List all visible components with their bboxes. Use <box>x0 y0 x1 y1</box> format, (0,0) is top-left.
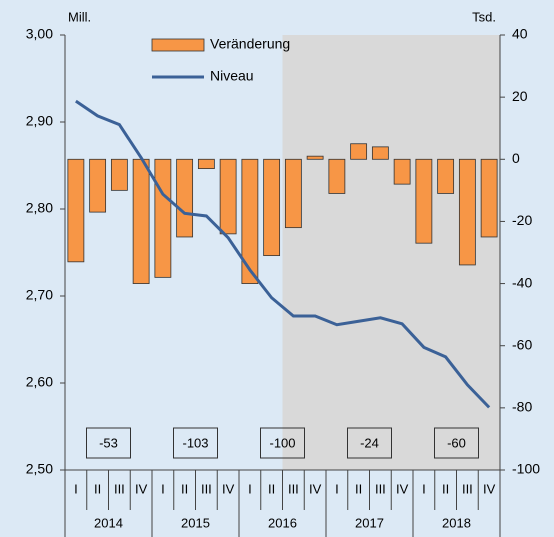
bar <box>89 158 107 213</box>
y-tick-label: 3,00 <box>26 26 53 42</box>
bar <box>132 158 150 284</box>
x-tick-label: I <box>248 481 252 496</box>
x-tick-label: III <box>201 481 212 496</box>
x-tick-label: I <box>422 481 426 496</box>
y-tick-label: 2,90 <box>26 113 53 129</box>
bar <box>350 143 368 160</box>
x-tick-label: III <box>114 481 125 496</box>
x-tick-label: IV <box>483 481 496 496</box>
y-tick-label: 2,60 <box>26 374 53 390</box>
x-tick-label: I <box>74 481 78 496</box>
y2-tick-label: 40 <box>512 26 528 42</box>
y2-tick-label: -60 <box>512 336 532 352</box>
bar <box>458 158 476 266</box>
group-label: 2018 <box>442 515 471 530</box>
y-tick-label: 2,80 <box>26 200 53 216</box>
bar <box>110 158 128 191</box>
x-tick-label: III <box>375 481 386 496</box>
group-label: 2017 <box>355 515 384 530</box>
bar <box>176 158 194 238</box>
y2-tick-label: 0 <box>512 150 520 166</box>
bar <box>328 158 346 194</box>
annotation: -53 <box>99 435 118 450</box>
y2-tick-label: -100 <box>512 461 540 477</box>
bar <box>263 158 281 257</box>
annotation: -100 <box>269 435 295 450</box>
x-tick-label: IV <box>309 481 322 496</box>
legend-swatch <box>151 38 205 52</box>
y-axis-label: Mill. <box>68 9 91 24</box>
annotation-box <box>260 427 305 459</box>
bar <box>219 158 237 235</box>
x-tick-label: II <box>355 481 362 496</box>
annotation: -24 <box>360 435 379 450</box>
bar <box>393 158 411 185</box>
bar <box>437 158 455 194</box>
annotation: -60 <box>447 435 466 450</box>
x-tick-label: I <box>335 481 339 496</box>
x-tick-label: IV <box>222 481 235 496</box>
group-label: 2014 <box>94 515 123 530</box>
bar <box>371 146 389 160</box>
legend-label: Niveau <box>210 68 254 84</box>
line <box>75 99 491 409</box>
x-tick-label: IV <box>135 481 148 496</box>
annotation-box <box>347 427 392 459</box>
bar <box>154 158 172 278</box>
bar <box>284 158 302 229</box>
bar <box>415 158 433 244</box>
y2-tick-label: 20 <box>512 88 528 104</box>
bar <box>241 158 259 284</box>
y-tick-label: 2,70 <box>26 287 53 303</box>
annotation-box <box>434 427 479 459</box>
y2-tick-label: -80 <box>512 399 532 415</box>
annotation-box <box>173 427 218 459</box>
group-label: 2015 <box>181 515 210 530</box>
x-tick-label: III <box>288 481 299 496</box>
x-tick-label: I <box>161 481 165 496</box>
x-tick-label: II <box>94 481 101 496</box>
annotation-box <box>86 427 131 459</box>
x-tick-label: II <box>442 481 449 496</box>
x-tick-label: III <box>462 481 473 496</box>
y2-tick-label: -40 <box>512 274 532 290</box>
bar <box>306 155 324 160</box>
y2-axis-label: Tsd. <box>472 9 496 24</box>
annotation: -103 <box>182 435 208 450</box>
y2-tick-label: -20 <box>512 212 532 228</box>
x-tick-label: II <box>268 481 275 496</box>
x-tick-label: IV <box>396 481 409 496</box>
legend-label: Veränderung <box>210 36 290 52</box>
y-tick-label: 2,50 <box>26 461 53 477</box>
bar <box>67 158 85 263</box>
x-tick-label: II <box>181 481 188 496</box>
group-label: 2016 <box>268 515 297 530</box>
bar <box>480 158 498 238</box>
bar <box>197 158 215 170</box>
